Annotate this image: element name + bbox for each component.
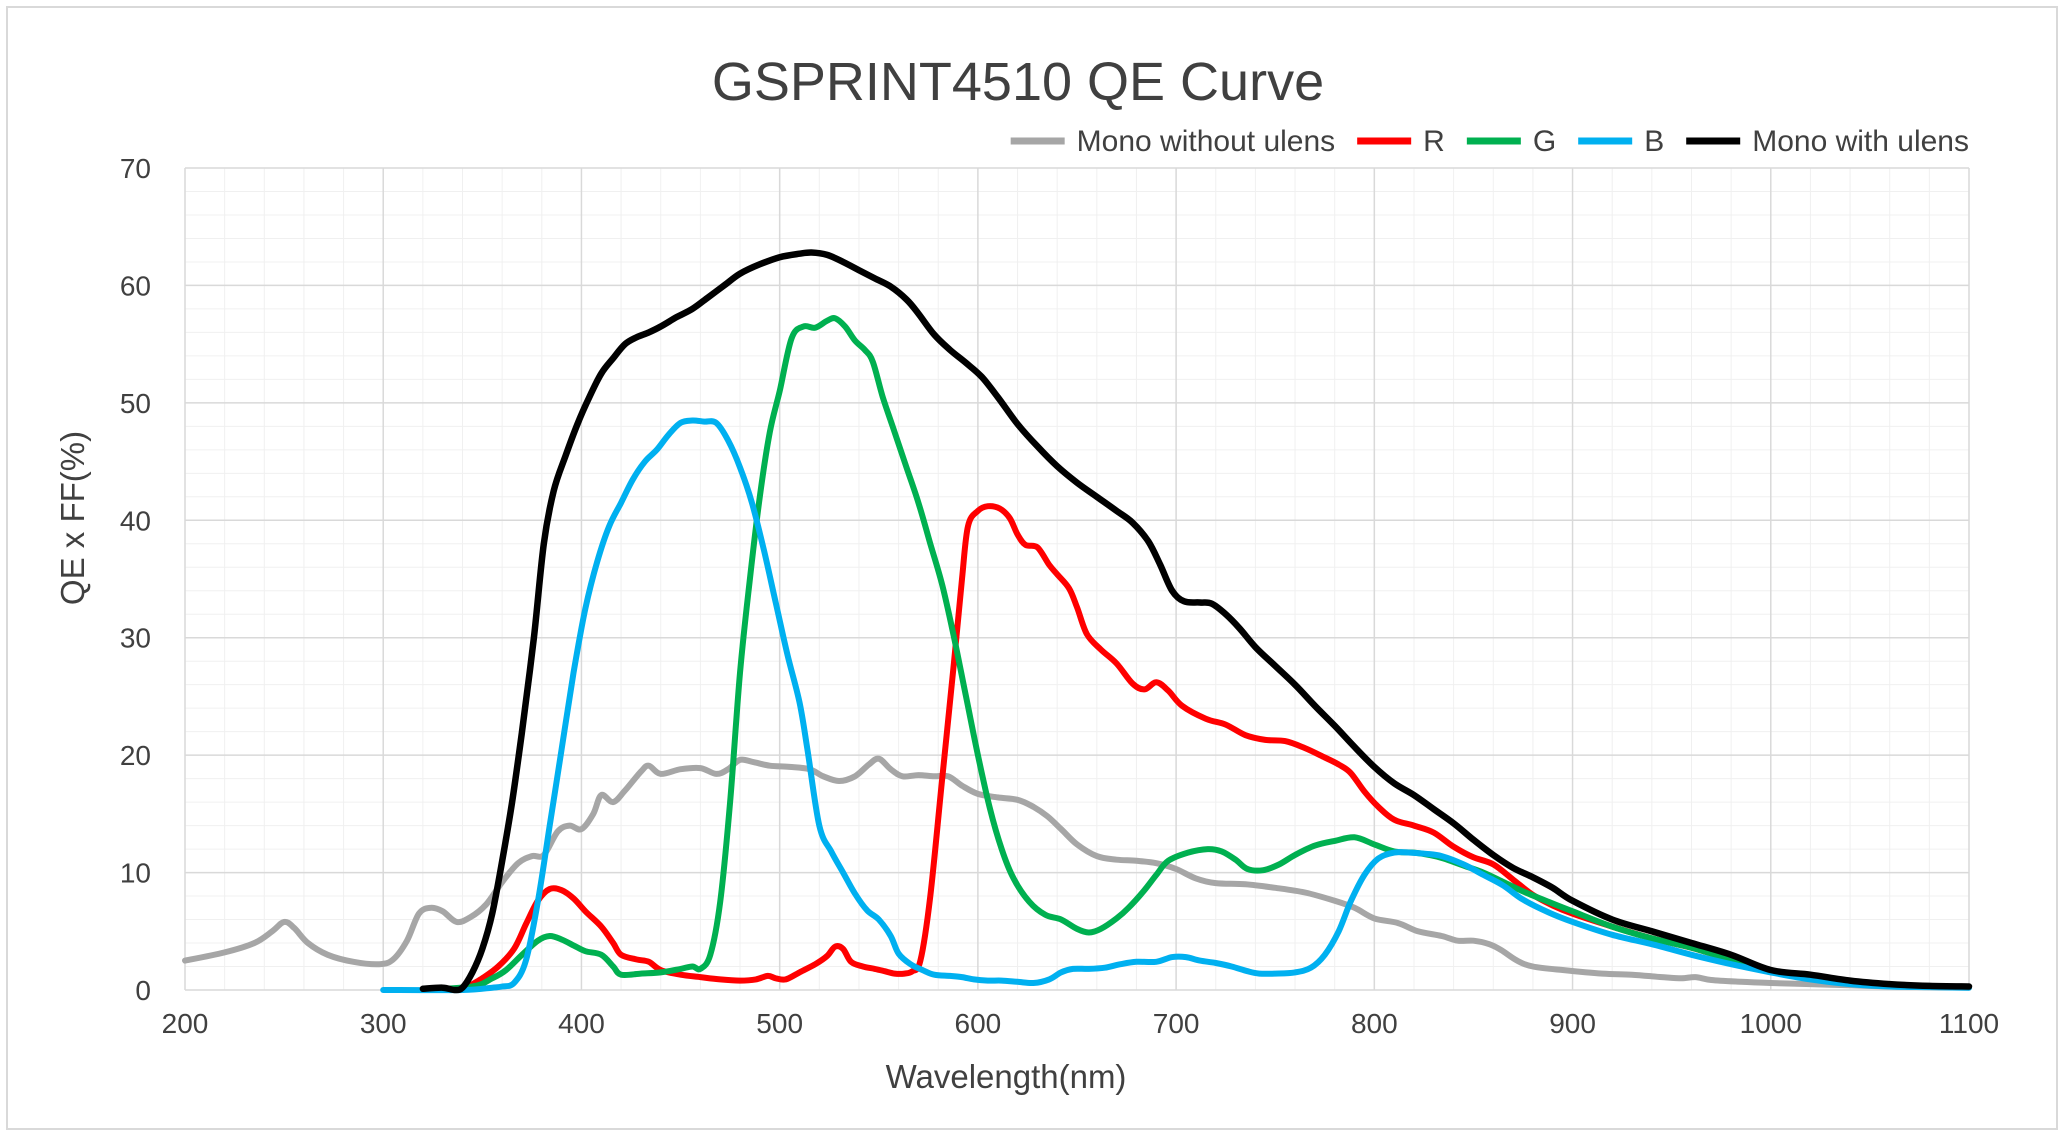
x-tick-label: 800 bbox=[1351, 1008, 1398, 1039]
y-tick-label: 10 bbox=[120, 858, 151, 889]
x-tick-label: 500 bbox=[756, 1008, 803, 1039]
series-lines bbox=[182, 249, 1973, 994]
x-tick-label: 200 bbox=[162, 1008, 209, 1039]
y-tick-label: 30 bbox=[120, 623, 151, 654]
series-line-mono-with-ulens bbox=[419, 249, 1973, 994]
series-line-g bbox=[419, 315, 1972, 993]
legend-label-mono-without-ulens: Mono without ulens bbox=[1077, 125, 1336, 158]
legend-label-g: G bbox=[1533, 125, 1556, 158]
y-axis-label: QE x FF(%) bbox=[54, 431, 91, 605]
legend-label-b: B bbox=[1644, 125, 1664, 158]
y-tick-label: 50 bbox=[120, 388, 151, 419]
x-tick-label: 700 bbox=[1153, 1008, 1200, 1039]
x-tick-label: 300 bbox=[360, 1008, 407, 1039]
x-tick-label: 600 bbox=[955, 1008, 1002, 1039]
legend-label-r: R bbox=[1423, 125, 1445, 158]
x-tick-label: 400 bbox=[558, 1008, 605, 1039]
series-line-b bbox=[380, 417, 1972, 994]
y-tick-label: 60 bbox=[120, 270, 151, 301]
major-gridlines bbox=[184, 167, 1970, 991]
x-tick-label: 900 bbox=[1549, 1008, 1596, 1039]
x-axis-label: Wavelength(nm) bbox=[886, 1058, 1127, 1095]
y-axis-ticks: 0 10 20 30 40 50 60 70 bbox=[120, 153, 151, 1006]
legend-label-mono-with-ulens: Mono with ulens bbox=[1752, 125, 1969, 158]
chart-title: GSPRINT4510 QE Curve bbox=[712, 52, 1324, 112]
x-tick-label: 1000 bbox=[1740, 1008, 1802, 1039]
series-line-mono-without-ulens bbox=[182, 755, 1972, 991]
x-axis-ticks: 200 300 400 500 600 700 800 900 1000 1100 bbox=[162, 1008, 1999, 1039]
legend: Mono without ulens R G B Mono with ulens bbox=[1010, 125, 1969, 158]
minor-gridlines bbox=[184, 167, 1970, 991]
y-tick-label: 40 bbox=[120, 505, 151, 536]
y-tick-label: 20 bbox=[120, 740, 151, 771]
y-tick-label: 0 bbox=[135, 975, 151, 1006]
y-tick-label: 70 bbox=[120, 153, 151, 184]
x-tick-label: 1100 bbox=[1939, 1008, 1999, 1039]
